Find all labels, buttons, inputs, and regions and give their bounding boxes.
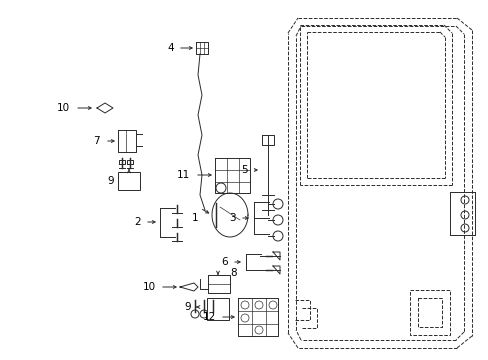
Circle shape xyxy=(272,215,283,225)
Circle shape xyxy=(216,183,225,193)
Text: 10: 10 xyxy=(57,103,70,113)
Text: 1: 1 xyxy=(191,213,198,223)
Circle shape xyxy=(460,196,468,204)
Circle shape xyxy=(241,301,248,309)
Text: 10: 10 xyxy=(142,282,156,292)
Text: 9: 9 xyxy=(107,176,114,186)
Text: 6: 6 xyxy=(221,257,227,267)
Text: 7: 7 xyxy=(93,136,100,146)
Circle shape xyxy=(200,310,207,318)
Circle shape xyxy=(254,301,263,309)
Text: 3: 3 xyxy=(229,213,236,223)
Circle shape xyxy=(254,326,263,334)
Circle shape xyxy=(241,314,248,322)
Circle shape xyxy=(272,199,283,209)
Circle shape xyxy=(460,211,468,219)
Circle shape xyxy=(268,301,276,309)
Circle shape xyxy=(191,310,199,318)
Text: 9: 9 xyxy=(184,302,191,312)
Circle shape xyxy=(460,224,468,232)
Text: 5: 5 xyxy=(241,165,247,175)
Text: 4: 4 xyxy=(167,43,174,53)
Bar xyxy=(206,298,228,320)
Text: 2: 2 xyxy=(134,217,141,227)
Text: 12: 12 xyxy=(203,312,216,322)
Circle shape xyxy=(208,310,217,318)
Circle shape xyxy=(272,231,283,241)
Text: 11: 11 xyxy=(176,170,190,180)
Text: 8: 8 xyxy=(229,268,236,278)
Bar xyxy=(118,172,140,190)
